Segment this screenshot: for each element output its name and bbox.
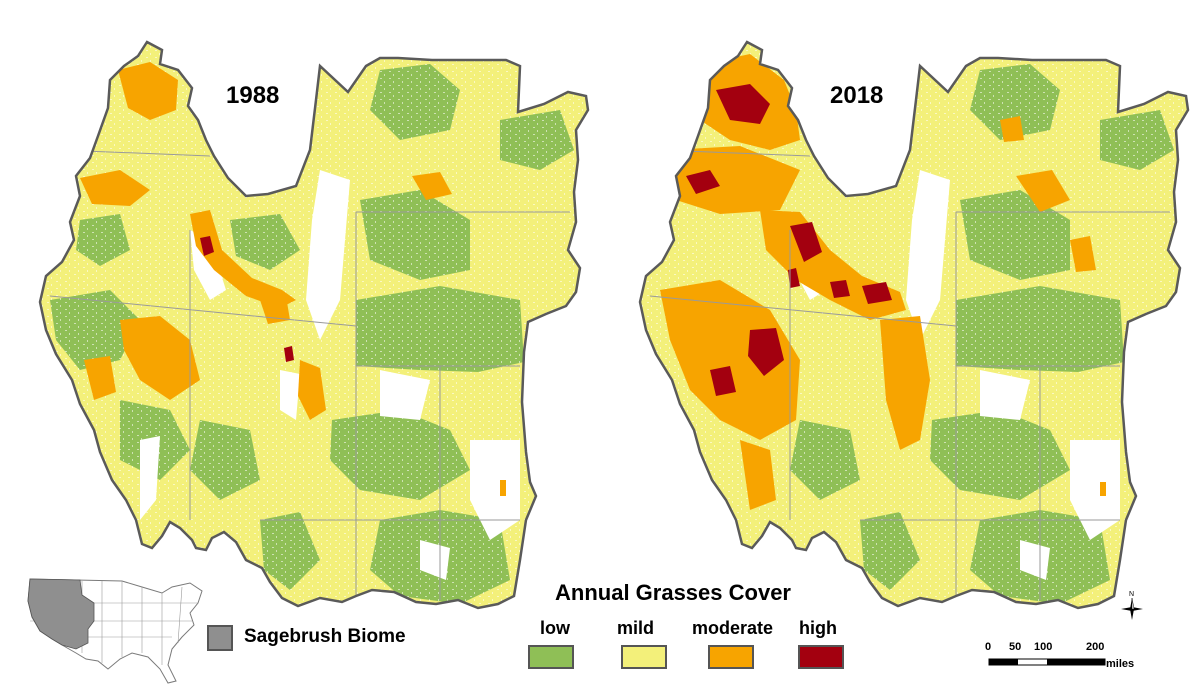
scale-tick-100: 100 (1034, 641, 1052, 653)
legend-swatch-high (798, 645, 844, 669)
legend-swatch-moderate (708, 645, 754, 669)
sagebrush-biome-swatch (207, 625, 233, 651)
biome-outline (38, 40, 590, 610)
sagebrush-biome-label: Sagebrush Biome (244, 626, 406, 647)
year-label-2018: 2018 (830, 82, 884, 109)
scale-tick-50: 50 (1009, 641, 1021, 653)
scale-unit: miles (1106, 658, 1134, 670)
state-boundaries (649, 149, 1170, 604)
map-1988 (38, 40, 590, 610)
moderate-cover-regions (80, 62, 506, 496)
scale-bar: 0 50 100 200 miles (985, 641, 1134, 670)
map-2018 (638, 40, 1190, 610)
legend-label-high: high (799, 618, 837, 638)
legend-swatch-low (528, 645, 574, 669)
legend-label-moderate: moderate (692, 618, 774, 638)
north-label: N (1129, 591, 1134, 598)
scale-tick-200: 200 (1086, 641, 1104, 653)
sagebrush-biome-shape (27, 578, 95, 650)
year-label-1988: 1988 (226, 82, 280, 109)
legend-label-low: low (540, 618, 570, 638)
north-arrow-icon: N (1121, 591, 1143, 620)
legend-title: Annual Grasses Cover (555, 580, 791, 605)
map-panel-1988: 1988 (0, 0, 600, 620)
us-inset-map (27, 578, 203, 684)
high-cover-regions (200, 236, 294, 362)
scale-tick-0: 0 (985, 641, 991, 653)
legend-swatch-mild (621, 645, 667, 669)
state-boundaries (49, 149, 570, 604)
biome-outline (638, 40, 1190, 610)
high-cover-regions (686, 84, 892, 396)
legend-label-mild: mild (617, 618, 655, 638)
map-panel-2018: 2018 (600, 0, 1200, 620)
